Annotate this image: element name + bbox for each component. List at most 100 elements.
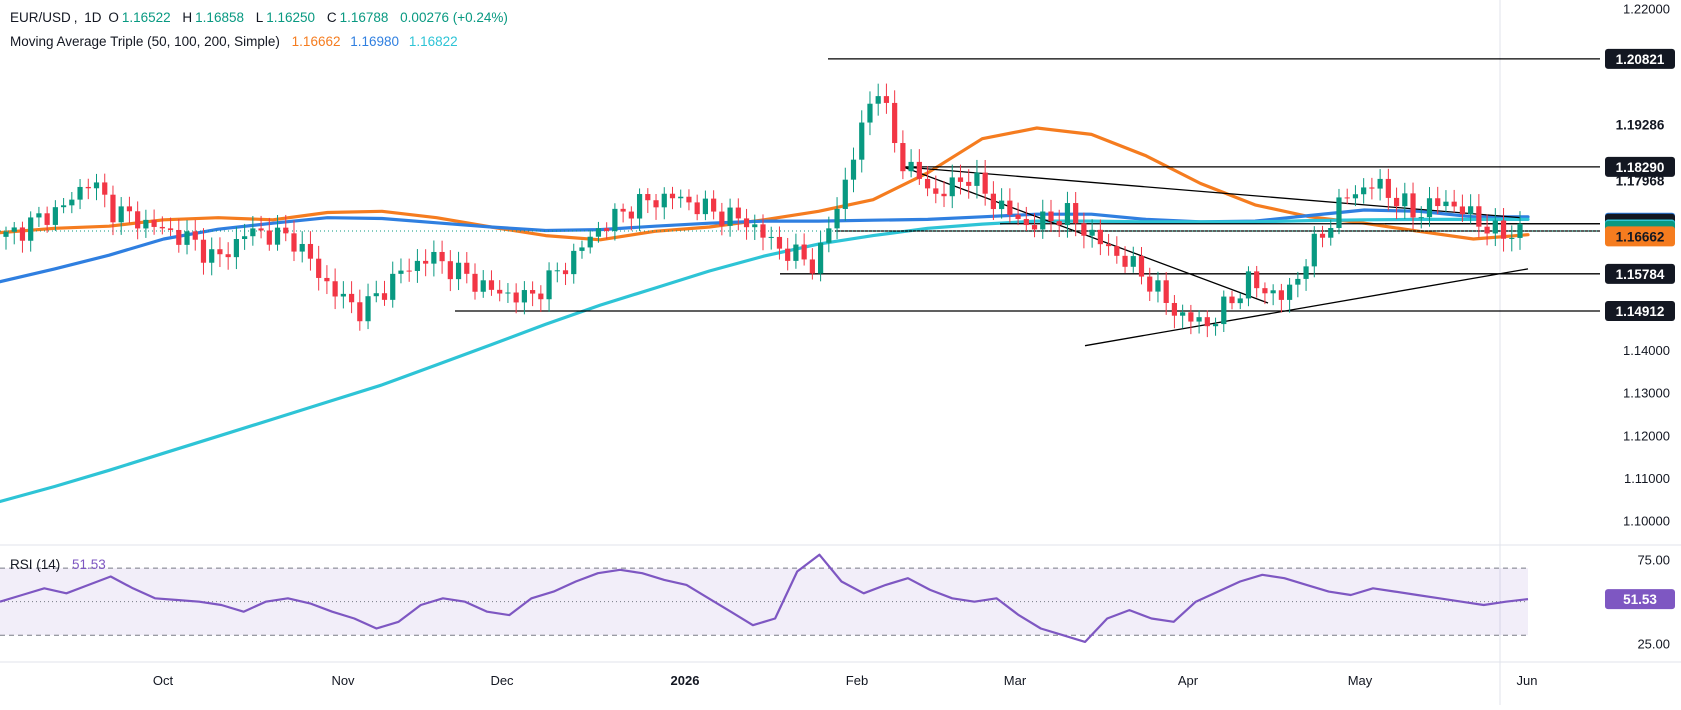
candle-body bbox=[826, 228, 832, 243]
candle-body bbox=[1426, 198, 1433, 218]
candle-body bbox=[1097, 229, 1103, 245]
candle-body bbox=[274, 227, 281, 245]
candle-body bbox=[1007, 200, 1013, 215]
axis-layer: Oct Nov Dec 2026 Feb Mar Apr May Jun 1.22000 1.140… bbox=[153, 2, 1675, 688]
candle-body bbox=[266, 230, 272, 245]
candles-layer bbox=[3, 83, 1523, 338]
candle-body bbox=[859, 122, 865, 160]
candle-body bbox=[1361, 187, 1367, 195]
high-value: 1.16858 bbox=[195, 10, 244, 25]
candle-body bbox=[1204, 317, 1210, 327]
candle-body bbox=[1155, 280, 1161, 292]
candle-body bbox=[785, 248, 791, 261]
candle-body bbox=[102, 182, 108, 195]
candle-body bbox=[1319, 233, 1326, 238]
price-label-bg bbox=[1605, 48, 1675, 69]
candle-body bbox=[291, 233, 297, 252]
candle-body bbox=[521, 290, 527, 303]
candle-body bbox=[982, 172, 988, 194]
symbol-label: EUR/USD bbox=[10, 10, 71, 25]
candle-body bbox=[801, 244, 807, 260]
candle-body bbox=[645, 194, 651, 201]
price-label-bg bbox=[1605, 301, 1675, 322]
candle-body bbox=[727, 207, 733, 226]
candle-body bbox=[1180, 312, 1186, 316]
candle-body bbox=[1435, 198, 1441, 207]
price-tick-label: 1.13000 bbox=[1623, 386, 1670, 401]
candle-body bbox=[250, 228, 256, 237]
ma-title: Moving Average Triple (50, 100, 200, Sim… bbox=[10, 34, 280, 49]
candle-body bbox=[283, 227, 289, 234]
candle-body bbox=[324, 277, 330, 282]
candle-body bbox=[776, 236, 783, 249]
candle-body bbox=[1492, 220, 1498, 234]
candle-body bbox=[390, 273, 396, 300]
time-tick-label: Dec bbox=[490, 673, 514, 688]
candle-body bbox=[1500, 220, 1507, 239]
candle-body bbox=[44, 213, 50, 225]
candle-body bbox=[1311, 233, 1317, 267]
candle-body bbox=[595, 228, 602, 237]
candle-body bbox=[900, 143, 906, 172]
candle-body bbox=[1393, 197, 1400, 207]
candle-body bbox=[760, 224, 766, 238]
candle-body bbox=[834, 208, 840, 229]
candle-body bbox=[1262, 288, 1268, 294]
candle-body bbox=[242, 236, 248, 240]
time-tick-label: Mar bbox=[1004, 673, 1027, 688]
candle-body bbox=[628, 211, 634, 219]
candle-body bbox=[941, 193, 947, 197]
candle-body bbox=[439, 251, 445, 262]
candle-body bbox=[686, 196, 692, 203]
candle-body bbox=[151, 219, 157, 227]
candle-body bbox=[817, 242, 824, 274]
rsi-value: 51.53 bbox=[72, 557, 106, 572]
candle-body bbox=[1402, 193, 1408, 207]
candle-body bbox=[587, 236, 593, 248]
interval-label: 1D bbox=[84, 10, 102, 25]
candle-body bbox=[850, 159, 857, 180]
candle-body bbox=[414, 260, 421, 271]
time-tick-label: Jun bbox=[1517, 673, 1538, 688]
ohlc-legend: EUR/USD, 1D O 1.16522 H 1.16858 L 1.16250 C… bbox=[10, 10, 508, 25]
candle-body bbox=[538, 293, 544, 300]
candle-body bbox=[118, 206, 124, 223]
price-tick-label: 1.14000 bbox=[1623, 343, 1670, 358]
candle-body bbox=[110, 194, 116, 223]
candle-body bbox=[505, 292, 511, 294]
candle-body bbox=[1509, 237, 1515, 239]
candle-body bbox=[159, 226, 165, 229]
trend-line bbox=[902, 166, 1521, 219]
candle-body bbox=[373, 293, 379, 297]
candle-body bbox=[867, 103, 873, 123]
price-label: 1.19286 bbox=[1616, 117, 1665, 132]
candle-body bbox=[908, 161, 914, 172]
candle-body bbox=[546, 270, 552, 300]
candle-body bbox=[1221, 296, 1227, 325]
candle-body bbox=[217, 249, 223, 255]
candle-body bbox=[1122, 255, 1128, 267]
price-label: 1.16662 bbox=[1616, 229, 1665, 244]
candle-body bbox=[299, 243, 305, 252]
candle-body bbox=[406, 270, 412, 272]
candle-body bbox=[554, 270, 560, 272]
candle-body bbox=[167, 228, 174, 230]
candle-body bbox=[604, 228, 610, 232]
candle-body bbox=[974, 172, 980, 186]
candle-body bbox=[612, 208, 618, 232]
candle-body bbox=[1237, 298, 1243, 304]
price-tick-label: 1.22000 bbox=[1623, 2, 1670, 17]
close-label: C bbox=[326, 10, 337, 25]
price-label: 1.20821 bbox=[1616, 52, 1665, 67]
candle-body bbox=[892, 102, 898, 144]
price-label: 1.15784 bbox=[1616, 267, 1665, 282]
candle-body bbox=[348, 293, 355, 303]
candle-body bbox=[1517, 223, 1523, 238]
candle-body bbox=[735, 207, 741, 219]
candle-body bbox=[11, 227, 17, 232]
candle-body bbox=[1352, 194, 1359, 199]
candle-body bbox=[184, 231, 190, 245]
candle-body bbox=[423, 260, 429, 264]
